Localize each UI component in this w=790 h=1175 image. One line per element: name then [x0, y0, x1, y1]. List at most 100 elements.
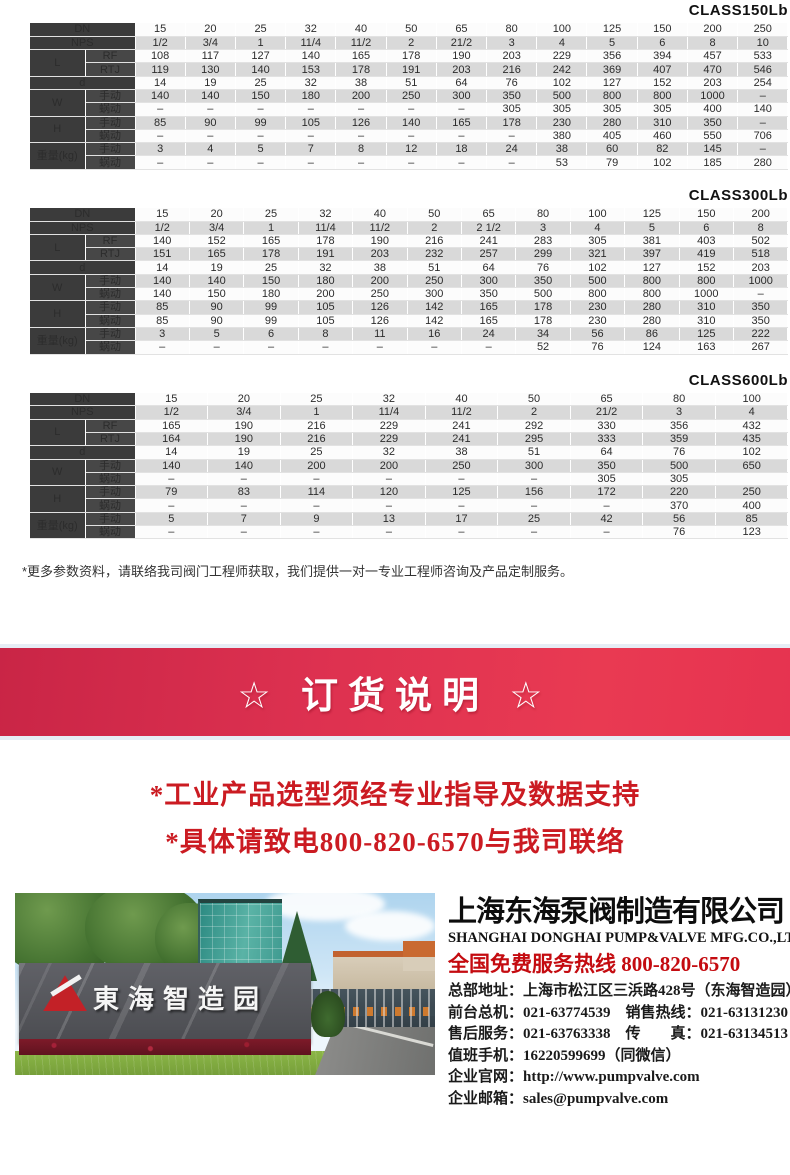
table-cell: 117	[185, 49, 236, 64]
table-cell: 305	[486, 102, 538, 117]
table-cell: 6	[243, 327, 299, 342]
table-cell: 76	[642, 525, 716, 540]
table-cell: 2 1/2	[461, 221, 517, 235]
table-cell: –	[285, 129, 337, 144]
footnote: *更多参数资料，请联络我司阀门工程师获取，我们提供一对一专业工程师咨询及产品定制…	[22, 564, 574, 580]
cloud-shape	[345, 911, 435, 942]
table-cell: 250	[425, 459, 499, 473]
table-cell: –	[352, 472, 426, 487]
tables-region: CLASS150Lb DN 15 20 25 32 40 50 65 80 100 125 150 200…	[0, 0, 790, 540]
table-cell: 7	[285, 142, 337, 157]
table-cell: 32	[285, 76, 337, 90]
table-row: 蜗动 – – – – – – – –380 405 460 550 706	[30, 129, 789, 144]
table-cell: 80	[515, 207, 571, 222]
row-label: L	[30, 419, 86, 447]
order-banner-title: ☆ 订货说明 ☆	[237, 675, 553, 717]
table-cell: 19	[185, 76, 236, 90]
table-cell: –	[425, 472, 499, 487]
table-cell: 125	[624, 207, 680, 222]
order-banner: ☆ 订货说明 ☆	[0, 644, 790, 741]
table-row: L RF 165 190 216 229 241 292 330 356 432	[30, 419, 789, 447]
table-cell: 3/4	[207, 405, 281, 420]
table-title: CLASS150Lb	[688, 2, 788, 19]
table-cell: 502	[733, 234, 789, 249]
table-cell: 140	[207, 459, 281, 473]
table-cell: –	[436, 102, 488, 117]
table-cell: 292	[497, 419, 571, 433]
table-cell: 4	[536, 36, 588, 51]
table-cell: –	[135, 340, 190, 355]
table-cell: 105	[285, 116, 337, 130]
table-cell: 305	[637, 102, 688, 117]
table-cell: –	[207, 498, 281, 513]
table-cell: 11/4	[352, 405, 426, 420]
table-cell: 178	[298, 234, 354, 249]
table-cell: 114	[280, 485, 354, 500]
table-cell: 254	[737, 76, 789, 90]
table-cell: 14	[135, 445, 209, 460]
table-cell: –	[733, 287, 789, 302]
table-cell: 257	[461, 247, 517, 262]
table-cell: 500	[642, 459, 716, 473]
table-cell: 150	[189, 287, 245, 302]
table-cell: 102	[715, 445, 789, 460]
table-cell: 64	[461, 260, 517, 275]
table-cell: 34	[515, 327, 571, 342]
table-cell: 7	[207, 512, 281, 527]
table-row: DN 15 20 25 32 40 50 65 80 100	[30, 392, 789, 407]
table-cell: –	[386, 102, 437, 117]
table-cell: 280	[737, 155, 789, 170]
table-cell: 130	[185, 62, 236, 77]
table-cell: 200	[352, 274, 408, 289]
table-cell: 25	[235, 23, 287, 37]
table-cell: 76	[570, 340, 626, 355]
row-sublabel: 手动	[85, 327, 136, 342]
table-cell: 4	[185, 142, 236, 157]
table-cell: 125	[679, 327, 734, 342]
table-cell: 20	[185, 23, 236, 37]
table-cell: 32	[298, 260, 354, 275]
table-cell: 24	[461, 327, 517, 342]
table-cell: –	[486, 129, 538, 144]
table-cell: 9	[280, 512, 354, 527]
table-cell: 140	[135, 234, 190, 249]
table-cell: 42	[570, 512, 644, 527]
table-cell: 90	[189, 314, 245, 328]
table-cell: 50	[497, 392, 571, 407]
table-cell: 300	[407, 287, 462, 302]
glass-building	[198, 899, 282, 972]
row-sublabel: RTJ	[85, 62, 136, 77]
company-name-cn: 上海东海泵阀制造有限公司	[448, 896, 785, 929]
table-cell: 100	[715, 392, 789, 407]
table-cell: 119	[135, 62, 186, 77]
table-cell: 180	[285, 89, 337, 104]
table-cell: –	[235, 102, 287, 117]
table-cell: 80	[486, 23, 538, 37]
table-cell: 230	[570, 300, 626, 315]
row-sublabel: 蜗动	[85, 155, 136, 170]
table-cell: 310	[679, 314, 734, 328]
company-section: 東海智造园 上海东海泵阀制造有限公司 SHANGHAI DONGHAI PUMP…	[15, 893, 790, 1110]
table-cell: 435	[715, 432, 789, 447]
table-cell: –	[135, 129, 186, 144]
table-row: NPS 1/2 3/4 1 11/4 11/2 2 21/2 3 4 5 6 8 10	[30, 36, 789, 51]
table-cell: 100	[570, 207, 626, 222]
table-cell: 50	[386, 23, 437, 37]
table-cell: 4	[570, 221, 626, 235]
table-cell: –	[497, 472, 571, 487]
table-cell: 165	[243, 234, 299, 249]
table-cell: 359	[642, 432, 716, 447]
contact-mobile: 值班手机：16220599699（同微信）	[448, 1047, 681, 1064]
table-cell: 64	[436, 76, 488, 90]
table-cell: 52	[515, 340, 571, 355]
table-cell: 140	[135, 287, 190, 302]
table-cell: 18	[436, 142, 488, 157]
table-cell: 13	[352, 512, 426, 527]
table-cell: 127	[235, 49, 287, 64]
contact-email[interactable]: 企业邮箱：sales@pumpvalve.com	[448, 1090, 669, 1107]
contact-website[interactable]: 企业官网：http://www.pumpvalve.com	[448, 1069, 700, 1086]
table-cell: 3	[135, 142, 186, 157]
table-cell: –	[386, 155, 437, 170]
table-cell: 79	[586, 155, 638, 170]
table-cell: 1	[235, 36, 287, 51]
